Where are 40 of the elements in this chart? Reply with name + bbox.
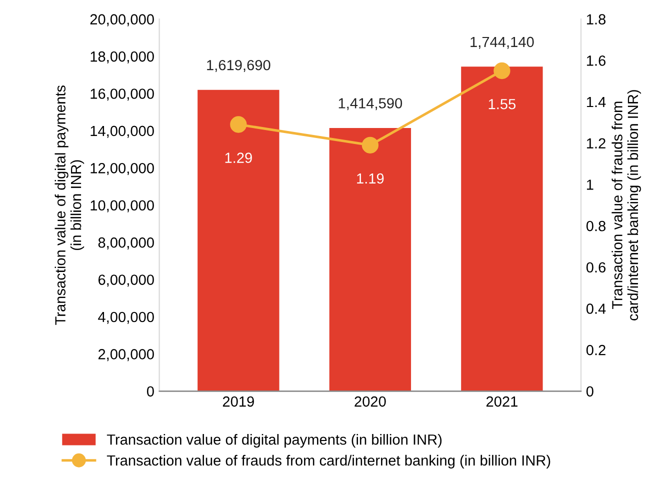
y-tick-label: 16,00,000: [90, 88, 154, 101]
y2-tick-label: 1: [586, 180, 594, 190]
point: [494, 62, 510, 80]
y2-tick-label: 1.6: [586, 56, 606, 66]
y2-axis-title: Transaction value of frauds from card/internet banking (in billion INR): [612, 90, 641, 320]
y2-tick-label: 1.4: [586, 97, 606, 108]
y2-tick-label: 0.8: [586, 220, 606, 232]
y-tick-label: 18,00,000: [90, 51, 154, 64]
y-tick-label: 6,00,000: [98, 274, 154, 287]
y2-tick-label: 1.2: [586, 138, 606, 148]
y-axis-title: Transaction value of digital payments (in billion INR): [54, 86, 84, 325]
data-label: 1.29: [225, 152, 252, 163]
x-tick-label: 2019: [222, 396, 254, 407]
y2-tick-label: 0.6: [586, 262, 606, 273]
data-label: 1.55: [488, 99, 516, 110]
legend-label: Transaction value of frauds from card/internet banking (in billion INR): [106, 454, 550, 469]
x-tick-label: 2021: [486, 396, 518, 407]
point: [362, 136, 379, 154]
y2-tick-label: 0.2: [586, 344, 606, 356]
y2-tick-label: 1.8: [586, 14, 606, 25]
bar: [329, 128, 412, 392]
bar: [198, 90, 280, 392]
data-label: 1,414,590: [338, 98, 402, 110]
y-tick-label: 14,00,000: [90, 126, 154, 138]
x-tick-label: 2020: [354, 396, 386, 407]
data-label: 1.19: [357, 173, 384, 184]
bar: [461, 66, 543, 392]
y2-tick-label: 0.4: [586, 304, 606, 314]
y2-tick-label: 0: [586, 386, 594, 397]
point: [230, 116, 247, 133]
data-label: 1,744,140: [470, 36, 534, 49]
y-tick-label: 10,00,000: [90, 200, 154, 212]
y-tick-label: 4,00,000: [98, 312, 154, 324]
y-tick-label: 8,00,000: [98, 237, 154, 250]
legend-label: Transaction value of digital payments (in billion INR): [106, 434, 442, 448]
data-label: 1,619,690: [207, 60, 270, 72]
y-tick-label: 0: [146, 386, 154, 397]
y-tick-label: 12,00,000: [90, 163, 154, 176]
y-tick-label: 20,00,000: [90, 14, 154, 26]
y-tick-label: 2,00,000: [98, 349, 154, 362]
